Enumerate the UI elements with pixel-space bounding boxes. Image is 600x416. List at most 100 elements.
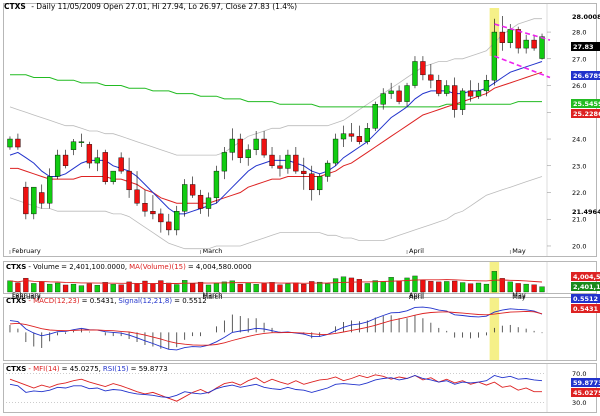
rsi-line: [9, 375, 543, 398]
macd-title-part: Signal(12,21,8): [118, 297, 172, 305]
volume-bar: [309, 281, 315, 293]
volume-bar: [412, 275, 418, 293]
volume-bar: [205, 284, 212, 293]
candle-body: [126, 170, 132, 191]
mfi-line: [9, 374, 542, 402]
panel-frame-0: [3, 3, 597, 257]
candle-body: [372, 104, 378, 129]
volume-bar: [325, 283, 331, 293]
macd-label-bg: [571, 294, 600, 303]
volume-bar: [142, 280, 148, 293]
volume-bar: [78, 285, 85, 293]
osc-tick-label: 70.0: [572, 370, 586, 378]
volume-bar: [460, 282, 466, 293]
osc-title-part: = 45.0275,: [62, 365, 101, 373]
macd-x-label: May: [512, 293, 526, 301]
volume-bar: [245, 282, 251, 293]
price-label: 26.6789: [573, 72, 600, 80]
macd-title-part: = 0.5431,: [82, 297, 117, 305]
candle-body: [237, 138, 243, 158]
bollinger-lower-line: [9, 176, 543, 250]
volume-title-part: = 4,004,580.0000: [188, 263, 252, 271]
volume-bar: [269, 282, 275, 293]
volume-bar: [86, 283, 92, 293]
volume-bar: [15, 282, 21, 293]
bollinger-upper-line: [9, 18, 542, 156]
volume-bar: [134, 283, 140, 293]
volume-bar: [531, 284, 537, 293]
candle-body: [531, 39, 537, 49]
volume-bar: [380, 281, 386, 293]
osc-label: 59.8773: [573, 379, 600, 387]
candle-body: [261, 138, 267, 156]
candle-body: [23, 186, 29, 215]
macd-label: 0.5431: [573, 305, 599, 313]
volume-x-label: March: [203, 291, 223, 299]
volume-bar: [253, 284, 259, 293]
volume-bar: [285, 283, 291, 293]
volume-bar: [428, 281, 434, 293]
price-label-bg: [571, 109, 600, 118]
candle-body: [380, 93, 386, 105]
volume-bar: [372, 280, 378, 293]
channel-upper-line: [494, 23, 551, 41]
price-symbol: CTXS: [4, 2, 26, 11]
volume-label-bg: [571, 272, 600, 281]
osc-title: CTXS - MFI(14) = 45.0275, RSI(15) = 59.8773: [6, 365, 168, 373]
macd-x-label: February: [12, 293, 41, 301]
candle-body: [94, 157, 100, 164]
candle-body: [467, 90, 474, 97]
volume-bar: [62, 284, 69, 293]
y-tick-label: 23.0: [572, 162, 586, 170]
price-label: 27.83: [573, 43, 594, 51]
candle-body: [253, 138, 259, 150]
candle-body: [245, 149, 251, 158]
volume-bar: [261, 283, 267, 293]
macd-title-part: = 0.5512: [174, 297, 207, 305]
volume-bar: [523, 283, 529, 293]
volume-bar: [39, 281, 45, 293]
candle-body: [364, 128, 370, 142]
candle-body: [317, 176, 323, 191]
volume-bar: [515, 283, 521, 293]
candle-body: [174, 211, 180, 231]
volume-bar: [23, 277, 29, 293]
volume-bar: [293, 282, 299, 293]
x-label-may: May: [512, 247, 526, 255]
volume-bar: [7, 280, 13, 293]
candle-body: [523, 39, 529, 49]
candle-body: [47, 176, 53, 204]
volume-bar: [70, 283, 77, 293]
candle-body: [118, 157, 124, 172]
candle-body: [309, 173, 315, 191]
candle-body: [293, 154, 299, 172]
price-label: 25.2286: [573, 110, 600, 118]
osc-label: 45.0275: [573, 389, 600, 397]
volume-bar: [150, 283, 156, 293]
volume-bar: [166, 282, 172, 293]
osc-tick-label: 30.0: [572, 399, 586, 407]
candle-body: [436, 79, 442, 94]
candle-body: [301, 170, 307, 174]
price-label-bg: [571, 71, 600, 80]
x-label-march: March: [203, 247, 223, 255]
volume-label: 4,004,580: [573, 273, 600, 281]
volume-bar: [190, 283, 196, 293]
candle-body: [452, 85, 458, 110]
candle-body: [356, 136, 363, 142]
osc-title-part: - MFI(14): [28, 365, 60, 373]
candle-body: [39, 192, 45, 204]
volume-bar: [221, 281, 227, 293]
macd-title: CTXS - MACD(12,23) = 0.5431, Signal(12,21,8…: [6, 297, 207, 305]
volume-title-part: CTXS: [6, 263, 26, 271]
candle-body: [62, 154, 69, 166]
candle-body: [221, 152, 228, 172]
volume-bar: [237, 283, 243, 293]
candle-body: [332, 138, 339, 164]
volume-bar: [277, 284, 283, 293]
y-tick-label: 21.0: [572, 216, 586, 224]
volume-bar: [348, 277, 355, 293]
candle-body: [205, 197, 212, 209]
candle-body: [428, 74, 434, 81]
candle-body: [102, 152, 108, 183]
